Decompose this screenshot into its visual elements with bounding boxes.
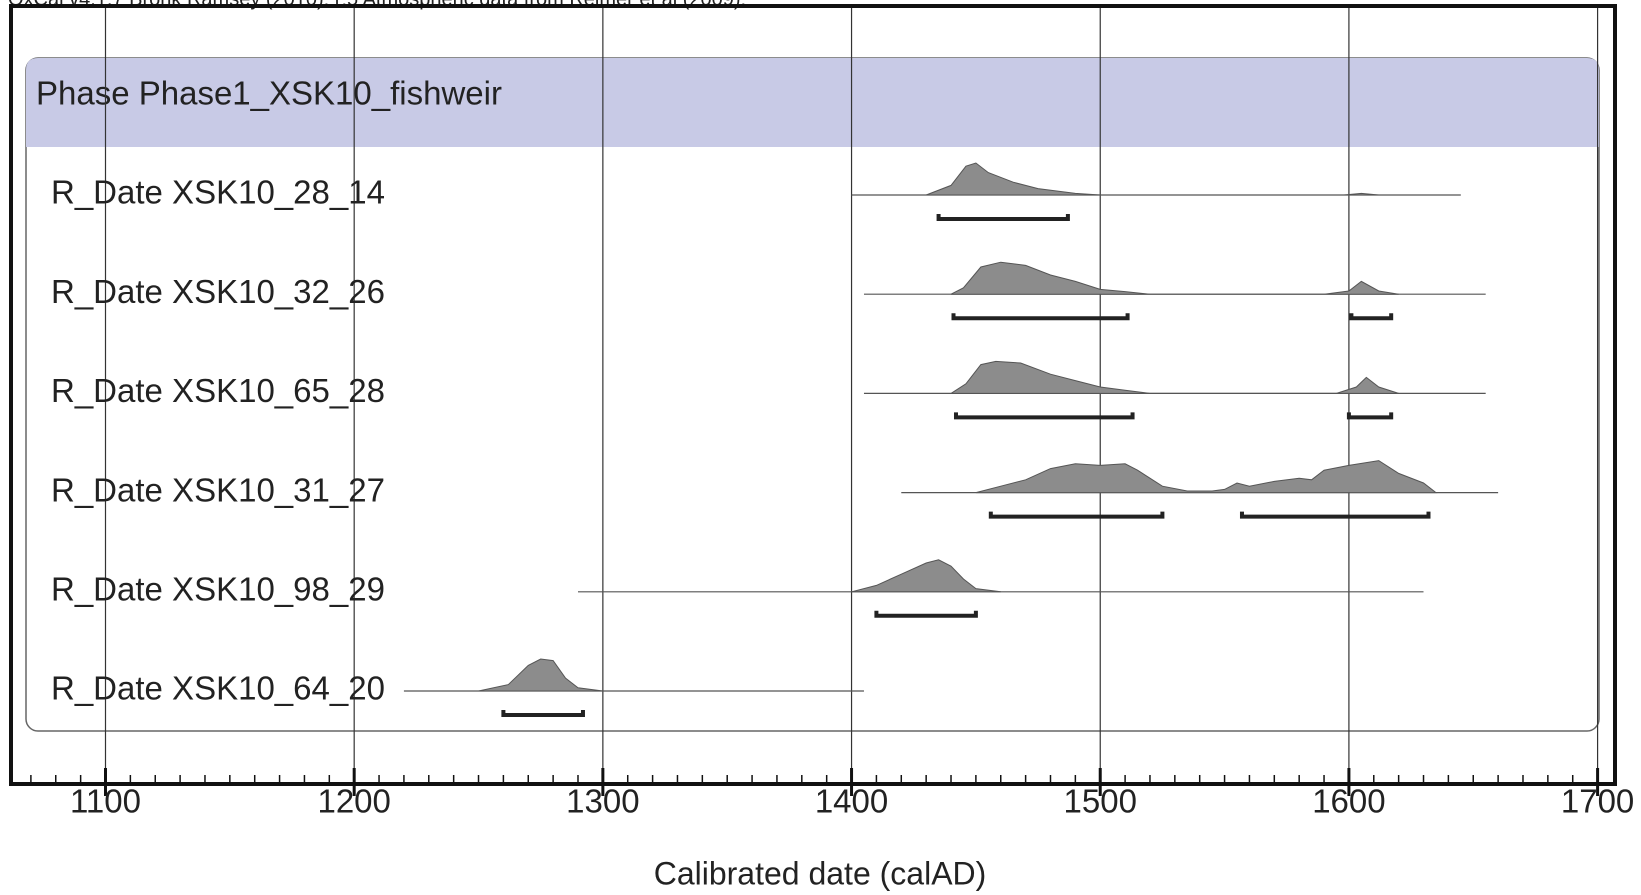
- density: [950, 261, 1399, 295]
- range-bracket: [988, 511, 1165, 519]
- range-bracket: [1349, 313, 1394, 321]
- range-bracket: [936, 214, 1070, 221]
- x-tick-label: 1400: [815, 783, 888, 820]
- range-bracket: [1239, 511, 1431, 519]
- range-bracket: [951, 313, 1130, 321]
- date-label: R_Date XSK10_28_14: [51, 174, 385, 211]
- range-bracket: [1346, 412, 1394, 420]
- range-bracket: [953, 412, 1135, 420]
- range-bracket: [501, 710, 585, 717]
- date-label: R_Date XSK10_31_27: [51, 471, 385, 508]
- phase-header: [26, 58, 1599, 147]
- date-label: R_Date XSK10_32_26: [51, 273, 385, 310]
- date-label: R_Date XSK10_98_29: [51, 571, 385, 608]
- date-label: R_Date XSK10_65_28: [51, 372, 385, 409]
- date-label: R_Date XSK10_64_20: [51, 670, 385, 707]
- x-tick-label: 1300: [566, 783, 639, 820]
- density: [975, 460, 1438, 494]
- x-tick-label: 1200: [317, 783, 390, 820]
- density: [949, 360, 1399, 394]
- phase-label: Phase Phase1_XSK10_fishweir: [36, 75, 502, 112]
- x-axis-title: Calibrated date (calAD): [654, 855, 987, 891]
- x-tick-label: 1100: [70, 783, 141, 820]
- range-bracket: [874, 610, 978, 618]
- frame: [9, 4, 1617, 786]
- x-tick-label: 1500: [1064, 783, 1137, 820]
- density: [478, 658, 603, 692]
- x-tick-label: 1700: [1561, 783, 1634, 820]
- density: [925, 162, 1379, 196]
- density: [851, 559, 1001, 593]
- x-tick-label: 1600: [1312, 783, 1385, 820]
